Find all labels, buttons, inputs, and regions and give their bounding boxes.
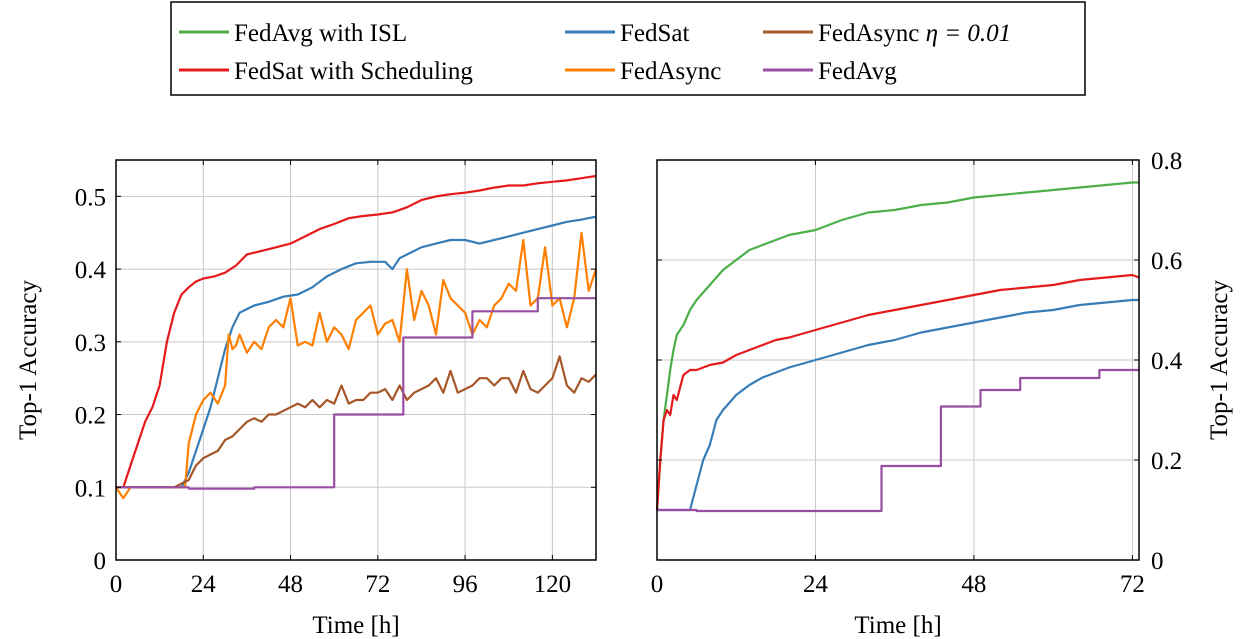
x-tick-label: 96 [453,571,478,598]
x-axis-label: Time [h] [312,612,399,639]
legend-entry-fedasync-eta: FedAsync η = 0.01 [763,20,1011,47]
y-tick-label: 0.6 [1151,248,1182,275]
y-tick-label: 0 [1151,548,1164,575]
y-tick-label: 0.2 [1151,448,1182,475]
series-line-fedsat-with-scheduling [655,273,1140,511]
legend: FedAvg with ISL FedSat FedAsync η = 0.01… [170,1,1086,96]
legend-entry-fedavg-isl: FedAvg with ISL [179,20,407,47]
legend-label: FedAvg with ISL [234,20,407,47]
x-tick-label: 24 [803,571,829,598]
legend-label: FedAvg [818,58,897,85]
legend-label: FedSat [620,20,690,47]
legend-entry-fedsat-scheduling: FedSat with Scheduling [179,58,473,85]
y-tick-label: 0.4 [1151,348,1183,375]
legend-label-math: η = 0.01 [926,20,1012,47]
y-tick-label: 0.3 [75,330,106,357]
x-tick-label: 72 [365,571,390,598]
series-line-fedasync [115,231,598,500]
y-axis-label: Top-1 Accuracy [15,280,42,440]
x-tick-label: 48 [278,571,303,598]
legend-entry-fedasync: FedAsync [565,58,721,85]
legend-entry-fedsat: FedSat [565,20,690,47]
series-line-fedasync-0-01 [116,355,597,489]
series-line-fedavg [657,368,1139,513]
legend-box [170,1,1086,96]
y-tick-label: 0.2 [75,403,106,430]
x-tick-label: 48 [961,571,986,598]
series-line-fedavg-with-isl [655,181,1139,511]
series-line-fedsat-with-scheduling [116,174,597,489]
y-tick-label: 0 [94,548,107,575]
y-tick-label: 0.8 [1151,148,1182,175]
series-line-fedavg [116,297,596,490]
series-line-fedsat [116,215,597,489]
x-tick-label: 0 [651,571,664,598]
legend-entry-fedavg: FedAvg [763,58,897,85]
plot-frame [115,159,597,561]
x-tick-label: 120 [534,571,572,598]
y-tick-label: 0.5 [75,184,106,211]
y-tick-label: 0.4 [75,257,107,284]
x-tick-label: 72 [1120,571,1145,598]
y-axis-label: Top-1 Accuracy [1206,280,1233,440]
legend-label: FedAsync η = 0.01 [818,20,1011,47]
legend-label-text: FedAsync [818,20,926,47]
x-axis-label: Time [h] [854,612,941,639]
x-tick-label: 24 [191,571,217,598]
x-tick-label: 0 [110,571,123,598]
y-tick-label: 0.1 [75,475,106,502]
series-line-fedsat [657,298,1139,512]
legend-label: FedAsync [620,58,721,85]
left-plot: 0 24 48 72 96 120 0 0.1 0.2 0.3 0.4 0.5 Time [h] Top-… [15,159,598,639]
legend-label: FedSat with Scheduling [234,58,473,85]
